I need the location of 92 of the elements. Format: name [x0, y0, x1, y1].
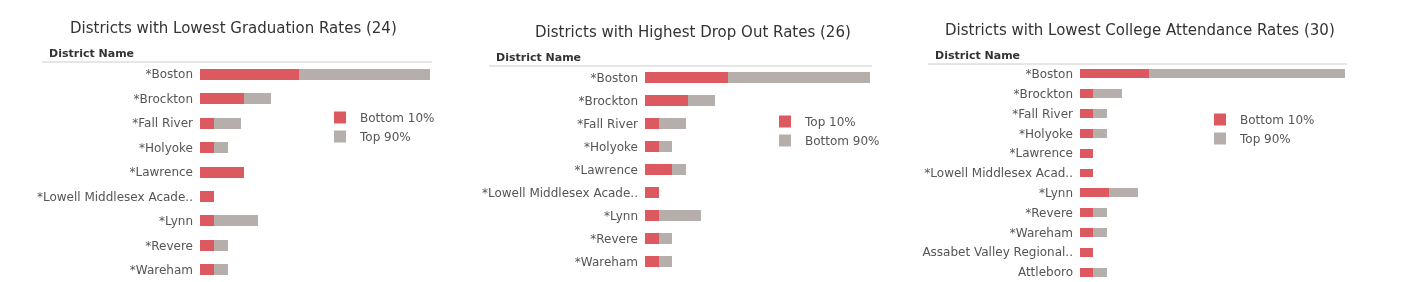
bar	[200, 166, 244, 178]
legend-label: Bottom 10%	[1240, 113, 1315, 128]
bar	[645, 233, 659, 244]
y-tick-label: *Fall River	[132, 116, 194, 131]
y-tick-label: Attleboro	[1017, 265, 1073, 280]
y-tick-label: *Lowell Middlesex Acade..	[36, 189, 193, 204]
y-tick-label: *Holyoke	[583, 139, 638, 154]
y-tick-label: *Lowell Middlesex Acad..	[924, 166, 1073, 181]
bar	[243, 93, 272, 105]
bar	[672, 164, 686, 175]
bar	[213, 117, 242, 129]
y-tick-label: *Boston	[1025, 67, 1073, 82]
bar	[200, 142, 214, 154]
bar	[213, 142, 228, 154]
bar	[658, 118, 686, 129]
bar	[213, 215, 258, 227]
y-tick-label: *Brockton	[578, 93, 638, 108]
bar	[645, 95, 688, 106]
legend-label: Top 10%	[804, 115, 856, 130]
y-tick-label: *Revere	[1025, 205, 1073, 220]
y-tick-label: *Wareham	[129, 262, 193, 277]
y-tick-label: *Lynn	[159, 214, 193, 229]
y-tick-label: *Brockton	[133, 91, 193, 106]
bar	[1080, 89, 1094, 99]
bar	[645, 164, 672, 175]
bar	[1080, 247, 1094, 257]
bar	[1080, 267, 1094, 277]
y-tick-label: Assabet Valley Regional..	[922, 245, 1073, 260]
bar	[1093, 228, 1107, 237]
y-tick-label: *Brockton	[1013, 86, 1073, 101]
bar	[1080, 228, 1094, 237]
y-tick-label: *Holyoke	[138, 140, 193, 155]
legend-label: Top 90%	[359, 130, 411, 145]
bar	[645, 256, 659, 267]
y-tick-label: *Wareham	[574, 254, 638, 269]
bar	[1080, 188, 1110, 198]
bar	[213, 264, 228, 276]
chart-title: Districts with Lowest College Attendance Rates (30)	[945, 21, 1335, 39]
bar	[1093, 128, 1107, 138]
bar	[1080, 69, 1149, 79]
bar	[1080, 208, 1094, 218]
bar	[1080, 109, 1094, 118]
y-tick-label: *Revere	[145, 238, 193, 253]
y-tick-label: *Lawrence	[574, 162, 638, 177]
bar	[298, 68, 430, 80]
y-tick-label: *Lowell Middlesex Acade..	[481, 185, 638, 200]
bar	[1080, 128, 1094, 138]
bar	[645, 187, 659, 198]
y-tick-label: *Boston	[145, 67, 193, 82]
bar	[658, 233, 672, 244]
bar	[1148, 69, 1345, 79]
y-axis-title: District Name	[49, 47, 135, 60]
legend-label: Top 90%	[1239, 132, 1291, 147]
y-tick-label: *Fall River	[1012, 106, 1074, 121]
y-tick-label: *Revere	[590, 231, 638, 246]
bar	[200, 68, 299, 80]
bar	[645, 118, 659, 129]
bar	[658, 141, 672, 152]
bar	[645, 72, 729, 83]
legend-label: Bottom 90%	[805, 134, 880, 149]
bar	[200, 93, 244, 105]
bar	[1093, 89, 1123, 99]
bar	[1080, 148, 1094, 158]
bar	[1109, 188, 1139, 198]
bar	[728, 72, 870, 83]
bar	[200, 215, 214, 227]
y-tick-label: *Boston	[590, 70, 638, 85]
y-tick-label: *Lawrence	[1009, 146, 1073, 161]
bar	[200, 190, 214, 202]
chart-title: Districts with Highest Drop Out Rates (26)	[535, 23, 851, 41]
y-axis-title: District Name	[496, 51, 582, 64]
chart-title: Districts with Lowest Graduation Rates (24)	[70, 19, 397, 37]
bar	[645, 210, 659, 221]
bar	[200, 239, 214, 251]
bar	[1093, 208, 1107, 218]
y-tick-label: *Wareham	[1009, 225, 1073, 240]
y-tick-label: *Holyoke	[1018, 126, 1073, 141]
bar	[1093, 109, 1107, 118]
bar	[1093, 267, 1107, 277]
y-tick-label: *Lawrence	[129, 165, 193, 180]
bar	[200, 117, 214, 129]
y-tick-label: *Lynn	[1039, 186, 1073, 201]
bar	[658, 210, 702, 221]
bar	[213, 239, 228, 251]
legend-label: Bottom 10%	[360, 111, 435, 126]
y-tick-label: *Fall River	[577, 116, 639, 131]
bar	[687, 95, 715, 106]
bar	[658, 256, 672, 267]
bar	[645, 141, 659, 152]
bar	[200, 264, 214, 276]
y-axis-title: District Name	[935, 49, 1021, 62]
y-tick-label: *Lynn	[604, 208, 638, 223]
